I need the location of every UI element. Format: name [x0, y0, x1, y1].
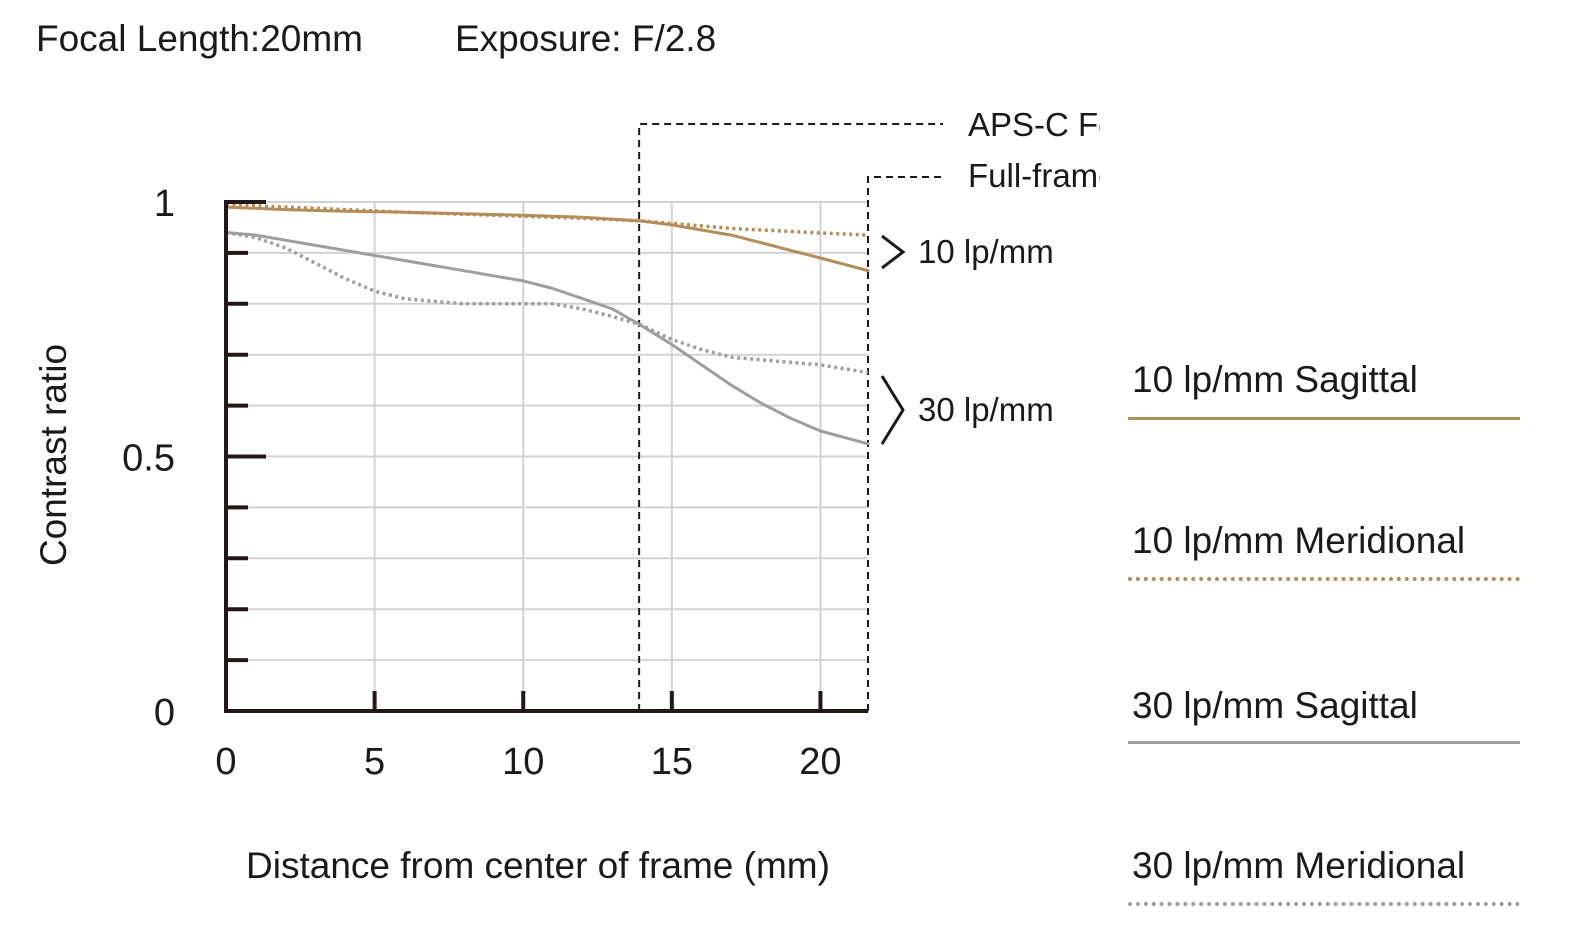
legend-label-30-meridional: 30 lp/mm Meridional: [1132, 845, 1466, 886]
aps-c-format-label: APS-C Format: [968, 106, 1100, 143]
x-tick-label: 10: [502, 741, 544, 783]
group-label-10-lpmm: 10 lp/mm: [918, 233, 1054, 270]
bracket-30-lpmm: [880, 375, 905, 445]
y-tick-label: 1: [154, 183, 175, 225]
chart-labels: APS-C Format Full-frame Format 10 lp/mm 30 …: [33, 106, 1100, 886]
x-tick-label: 20: [799, 741, 841, 783]
y-tick-label: 0: [154, 692, 175, 734]
legend-line-30-sagittal: [1128, 741, 1520, 744]
legend-line-10-meridional: [1128, 577, 1520, 581]
x-tick-label: 0: [215, 741, 236, 783]
series-line-10-lp-mm-meridional: [225, 202, 869, 237]
x-tick-label: 15: [651, 741, 693, 783]
series-line-30-lp-mm-meridional: [225, 230, 869, 375]
chart-axes: [224, 200, 868, 713]
y-tick-label: 0.5: [122, 438, 175, 480]
legend-label-30-sagittal: 30 lp/mm Sagittal: [1132, 685, 1418, 726]
full-frame-format-boundary: [867, 176, 943, 711]
legend-line-30-meridional: [1128, 902, 1520, 906]
group-label-30-lpmm: 30 lp/mm: [918, 391, 1054, 428]
y-axis-title: Contrast ratio: [33, 344, 74, 566]
x-axis-title: Distance from center of frame (mm): [246, 845, 830, 886]
legend-line-10-sagittal: [1128, 417, 1520, 420]
legend-label-10-meridional: 10 lp/mm Meridional: [1132, 520, 1466, 561]
x-tick-label: 5: [364, 741, 385, 783]
aps-c-format-boundary: [638, 123, 943, 711]
exposure-label: Exposure: F/2.8: [455, 18, 717, 59]
chart-grid: [226, 201, 868, 711]
full-frame-format-label: Full-frame Format: [968, 157, 1100, 194]
mtf-chart: APS-C Format Full-frame Format 10 lp/mm 30 …: [33, 106, 1100, 886]
series-line-30-lp-mm-sagittal: [224, 231, 870, 446]
bracket-10-lpmm: [881, 234, 906, 270]
format-markers: [638, 123, 943, 711]
legend-label-10-sagittal: 10 lp/mm Sagittal: [1132, 359, 1418, 400]
chart-series-lines: [224, 202, 870, 446]
focal-length-label: Focal Length:20mm: [36, 18, 364, 59]
